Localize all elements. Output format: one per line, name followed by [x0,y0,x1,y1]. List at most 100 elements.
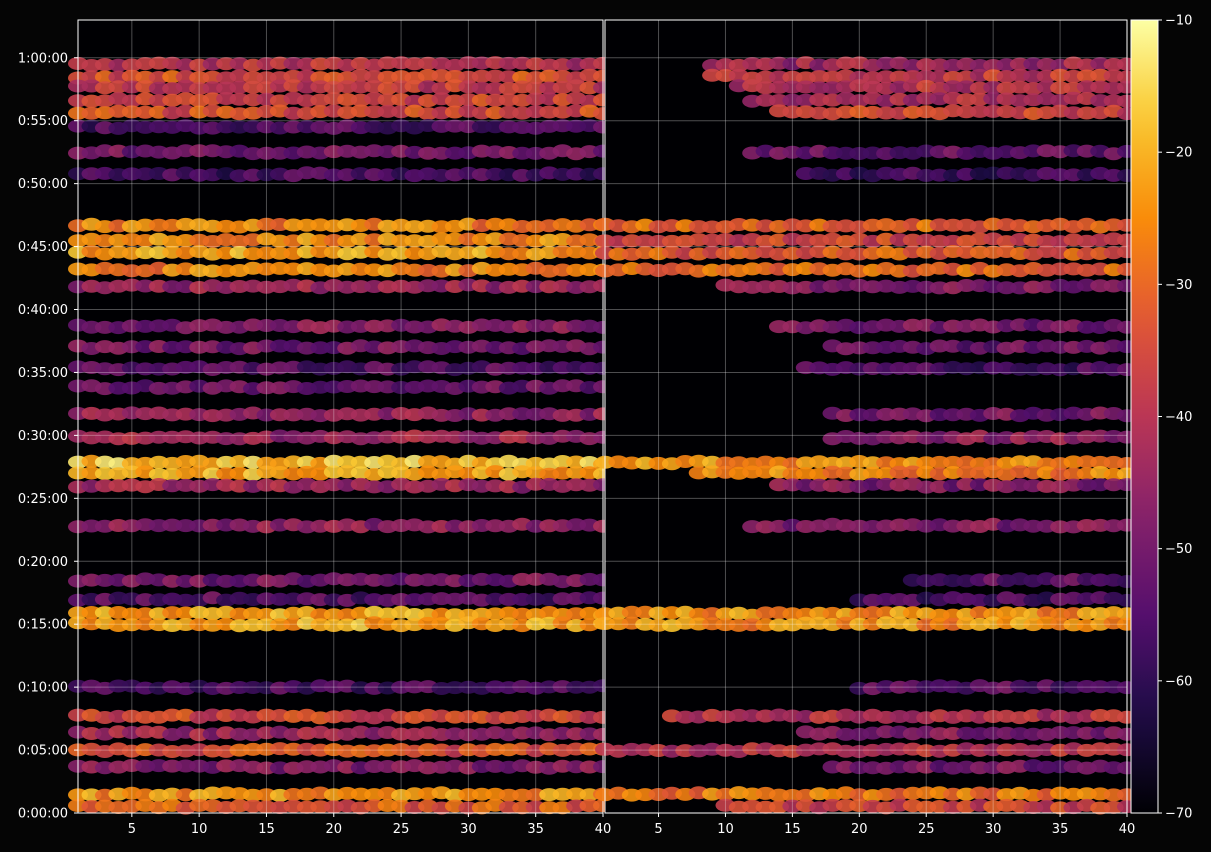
heat-band [68,454,613,471]
x-tick-label: 10 [717,822,734,837]
heat-band [795,166,1137,183]
x-tick-label: 40 [1119,822,1136,837]
x-tick-label: 35 [527,822,544,837]
heat-band [68,759,613,775]
y-tick-label: 0:05:00 [18,744,68,759]
x-tick-label: 30 [985,822,1002,837]
heat-band [68,79,613,96]
x-tick-label: 20 [851,822,868,837]
y-tick-label: 0:30:00 [18,429,68,444]
y-tick-label: 0:00:00 [18,807,68,822]
x-tick-label: 20 [325,822,342,837]
heat-band [68,339,613,356]
heat-band [702,68,1137,85]
heat-band [715,278,1137,295]
colorbar-tick-label: −40 [1165,410,1192,425]
heat-band [795,725,1137,741]
x-tick-label: 15 [258,822,275,837]
heat-band [742,144,1137,161]
heat-band [68,406,613,423]
x-tick-label: 5 [654,822,662,837]
heat-band [715,798,1137,815]
colorbar-tick-label: −10 [1165,14,1192,29]
heat-band [822,339,1137,356]
heat-band [68,572,613,589]
y-tick-label: 1:00:00 [18,51,68,66]
heat-band [68,166,613,183]
x-tick-label: 10 [191,822,208,837]
heat-band [68,517,613,534]
colorbar-tick-label: −20 [1165,146,1192,161]
colorbar-tick-label: −60 [1165,674,1192,689]
heat-band [702,56,1137,72]
heat-band [68,465,613,481]
heat-band [68,91,613,108]
x-tick-label: 30 [460,822,477,837]
heat-band [68,318,613,335]
heat-cells [595,56,1137,815]
heat-band [822,429,1137,446]
grid [605,20,1128,814]
y-tick-label: 0:20:00 [18,555,68,570]
heat-band [688,465,1137,482]
heat-band [595,605,1137,622]
heat-band [595,261,1137,278]
y-tick-label: 0:45:00 [18,240,68,255]
x-tick-label: 40 [595,822,612,837]
heat-band [68,616,613,633]
x-axis: 5 10 15 20 25 30 35 40 [128,813,612,837]
heat-band [795,360,1137,377]
y-tick-label: 0:55:00 [18,114,68,129]
heat-band [68,679,613,696]
x-tick-label: 35 [1052,822,1069,837]
heat-band [68,477,613,494]
colorbar: −10 −20 −30 −40 −50 −60 −70 [1130,14,1192,822]
heat-band [68,278,613,295]
heat-band [68,591,613,607]
panel-2: 5 10 15 20 25 30 35 40 [595,19,1137,837]
heat-band [595,232,1137,249]
heat-band [595,742,1137,758]
heat-band [822,759,1137,775]
colorbar-tick-label: −30 [1165,278,1192,293]
heat-band [68,144,613,161]
heat-band [595,217,1137,234]
heat-band [595,245,1137,261]
colorbar-gradient [1130,19,1159,814]
heat-band [68,56,613,72]
heat-band [849,591,1137,607]
heat-band [68,119,613,135]
plot-frame [604,19,1128,814]
x-axis: 5 10 15 20 25 30 35 40 [654,813,1135,837]
y-tick-label: 0:15:00 [18,618,68,633]
x-tick-label: 5 [128,822,136,837]
heat-band [769,318,1137,335]
heat-band [728,79,1137,96]
y-tick-label: 0:10:00 [18,681,68,696]
plot-panels: 5 10 15 20 25 30 35 40 5 10 15 20 25 30 35 40 [68,19,1137,837]
heat-band [68,798,613,815]
x-tick-label: 25 [393,822,410,837]
y-tick-label: 0:25:00 [18,492,68,507]
heat-band [902,572,1137,588]
x-tick-label: 25 [918,822,935,837]
heat-band [742,91,1137,108]
y-tick-label: 0:40:00 [18,303,68,318]
heat-band [661,708,1137,725]
panel-1: 5 10 15 20 25 30 35 40 [68,19,613,837]
heat-band [769,104,1137,121]
heat-band [68,742,613,758]
y-axis: 0:00:00 0:05:00 0:10:00 0:15:00 0:20:00 0:25:… [18,51,78,822]
plot-frame [77,19,604,814]
y-tick-label: 0:50:00 [18,177,68,192]
heat-band [742,517,1137,534]
heat-band [595,454,1137,471]
x-tick-label: 15 [784,822,801,837]
heat-band [68,232,613,249]
heat-band [68,708,613,725]
colorbar-tick-label: −50 [1165,542,1192,557]
heat-band [68,725,613,742]
y-tick-label: 0:35:00 [18,366,68,381]
heat-band [769,477,1137,494]
